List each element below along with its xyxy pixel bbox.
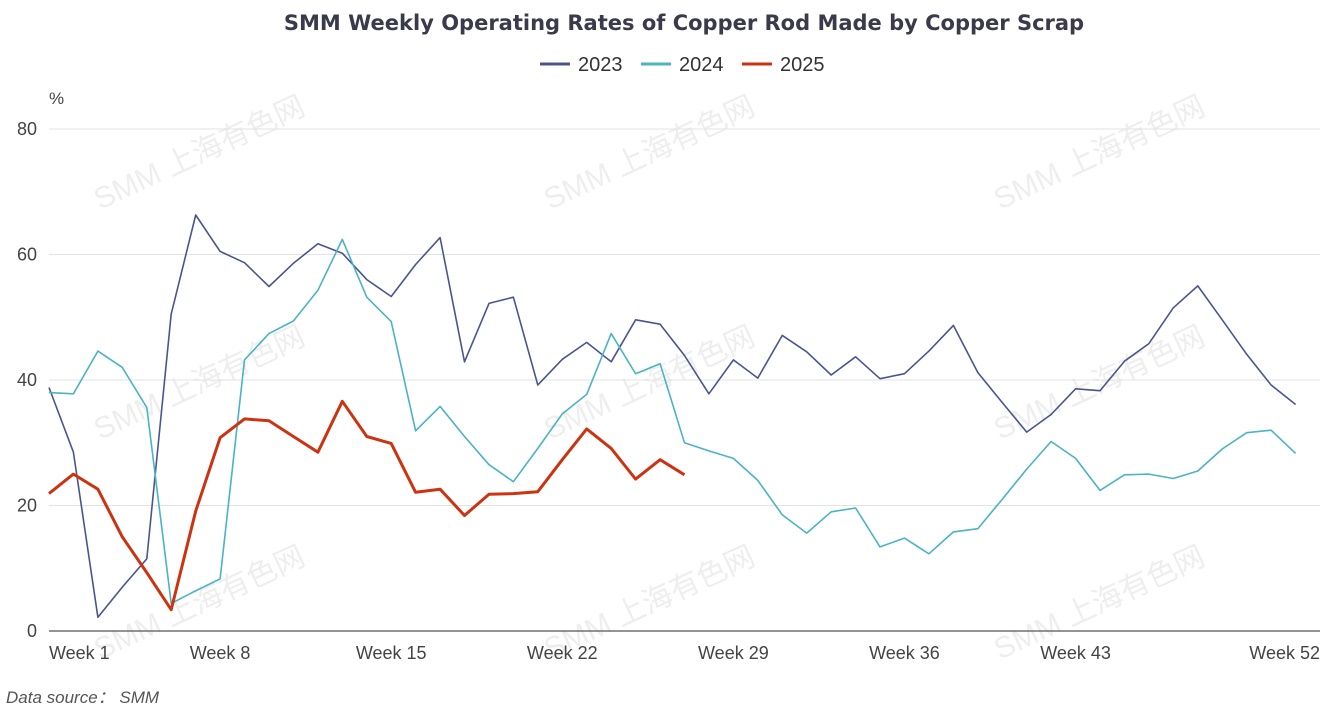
x-tick-label: Week 52: [1249, 643, 1320, 663]
x-tick-label: Week 22: [527, 643, 598, 663]
y-tick-label: 20: [17, 496, 37, 516]
watermark-text: SMM 上海有色网: [539, 320, 760, 446]
watermark-text: SMM 上海有色网: [539, 90, 760, 216]
y-tick-label: 40: [17, 370, 37, 390]
x-tick-label: Week 1: [49, 643, 110, 663]
y-axis-unit-label: %: [49, 89, 64, 108]
x-tick-label: Week 29: [698, 643, 769, 663]
legend-label-2024: 2024: [679, 54, 724, 76]
series-line-2024: [48, 238, 1297, 605]
chart-title: SMM Weekly Operating Rates of Copper Rod…: [284, 11, 1084, 35]
series-line-2025: [48, 399, 686, 612]
grid-lines: [49, 128, 1320, 632]
legend-label-2023: 2023: [578, 54, 623, 76]
y-tick-label: 0: [27, 621, 37, 641]
x-axis-ticks: Week 1 Week 8 Week 15 Week 22 Week 29 Week 36…: [49, 643, 1320, 663]
legend-label-2025: 2025: [780, 54, 825, 76]
series-lines: [48, 214, 1297, 619]
series-line-2023: [48, 214, 1297, 619]
y-axis-ticks: 0 20 40 60 80: [17, 119, 37, 641]
x-tick-label: Week 43: [1040, 643, 1111, 663]
watermark-text: SMM 上海有色网: [989, 90, 1210, 216]
x-tick-label: Week 36: [869, 643, 940, 663]
x-tick-label: Week 15: [356, 643, 427, 663]
y-tick-label: 80: [17, 119, 37, 139]
y-tick-label: 60: [17, 245, 37, 265]
x-tick-label: Week 8: [190, 643, 251, 663]
watermark-text: SMM 上海有色网: [89, 90, 310, 216]
legend: 2023 2024 2025: [540, 54, 825, 76]
data-source-note: Data source： SMM: [6, 688, 160, 707]
